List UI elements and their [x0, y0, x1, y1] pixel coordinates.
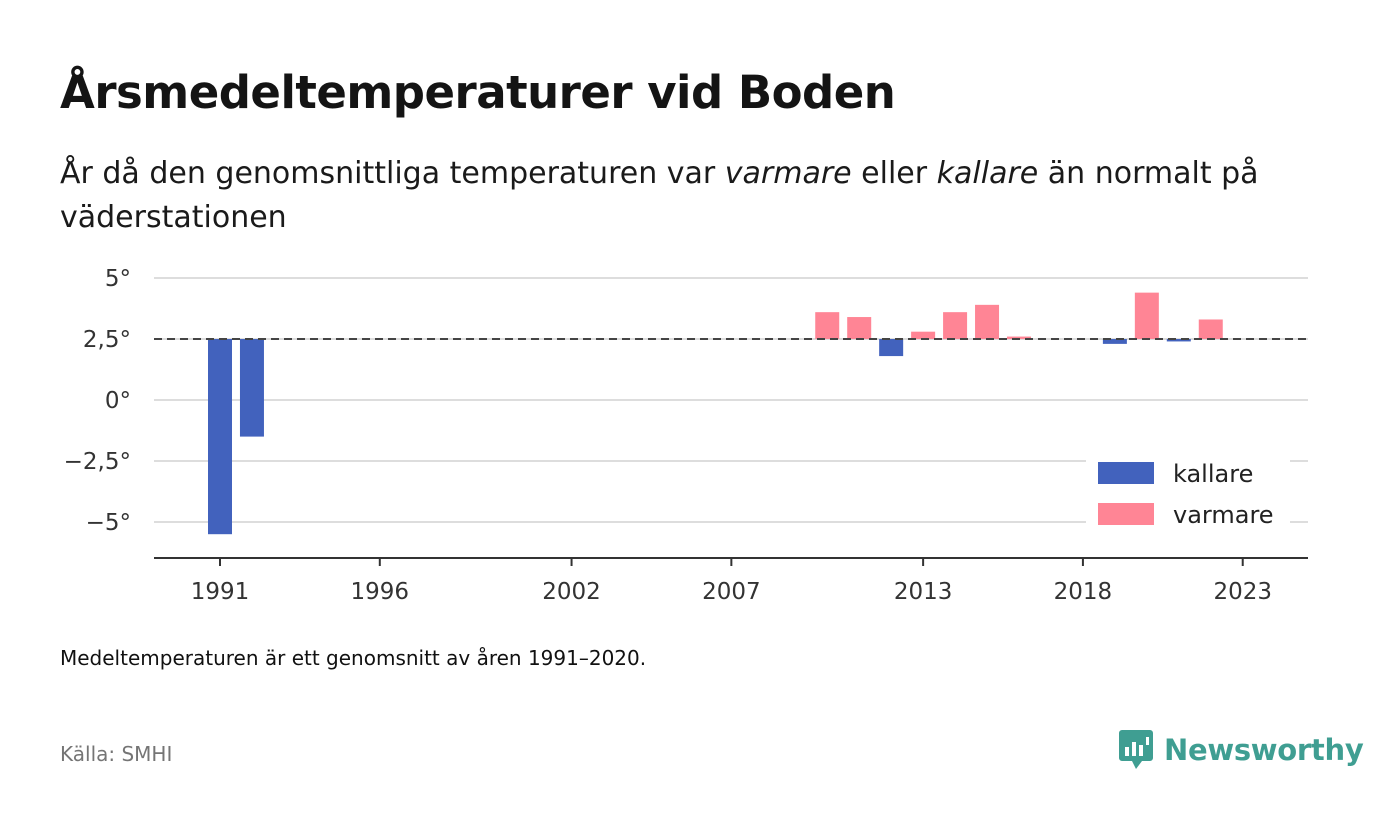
y-tick-label: −2,5° [64, 449, 131, 475]
bar-varmare [847, 317, 872, 339]
legend-swatch-kallare [1098, 462, 1154, 484]
x-tick-label: 1991 [191, 579, 250, 605]
bar-kallare [208, 339, 232, 535]
bar-varmare [943, 312, 968, 339]
bar-varmare [1134, 292, 1159, 339]
x-tick-label: 2013 [894, 579, 953, 605]
subtitle-text-1: År då den genomsnittliga temperaturen va… [60, 156, 725, 191]
legend-label-varmare: varmare [1173, 501, 1274, 529]
brand-name: Newsworthy [1164, 733, 1364, 767]
bar-varmare [1007, 336, 1031, 339]
newsworthy-logo-icon [1119, 730, 1153, 769]
legend-label-kallare: kallare [1173, 460, 1253, 488]
source-credit: Källa: SMHI [60, 742, 173, 766]
bar-chart: 5° 2,5° 0° −2,5° −5° 1991 1996 2002 2007 2013 201… [64, 266, 1308, 605]
bar-kallare [239, 339, 264, 437]
bar-varmare [975, 304, 1000, 339]
x-tick-label: 2007 [702, 579, 761, 605]
x-axis: 1991 1996 2002 2007 2013 2018 2023 [154, 557, 1308, 605]
subtitle-text-3: än normalt på väderstationen [60, 156, 1259, 235]
x-tick-label: 2023 [1213, 579, 1272, 605]
brand-logo: Newsworthy [1118, 728, 1364, 772]
y-tick-label: −5° [86, 510, 131, 536]
bar-varmare [1198, 319, 1223, 339]
y-tick-label: 5° [105, 266, 131, 292]
bar-varmare [911, 331, 936, 339]
legend-swatch-varmare [1098, 503, 1154, 525]
x-tick-label: 2018 [1054, 579, 1113, 605]
y-axis-ticks: 5° 2,5° 0° −2,5° −5° [64, 266, 131, 536]
bar-kallare [1166, 339, 1191, 342]
bar-kallare [879, 339, 904, 357]
x-tick-label: 1996 [351, 579, 410, 605]
subtitle-colder: kallare [936, 156, 1039, 191]
bar-kallare [1102, 339, 1127, 344]
chart-title: Årsmedeltemperaturer vid Boden [60, 66, 896, 119]
bar-varmare [815, 312, 840, 339]
y-tick-label: 2,5° [83, 327, 131, 353]
y-tick-label: 0° [105, 388, 131, 414]
subtitle-text-2: eller [851, 156, 937, 191]
footnote: Medeltemperaturen är ett genomsnitt av å… [60, 646, 647, 670]
subtitle-warmer: varmare [724, 156, 852, 191]
legend: kallare varmare [1086, 452, 1290, 538]
chart-subtitle: År då den genomsnittliga temperaturen va… [60, 152, 1340, 240]
x-tick-label: 2002 [542, 579, 601, 605]
bars [208, 292, 1223, 535]
